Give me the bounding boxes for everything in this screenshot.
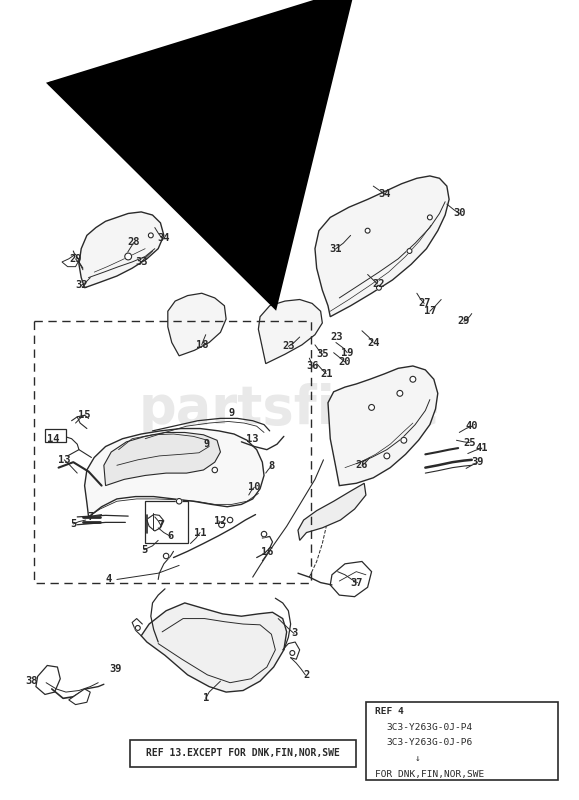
Text: 10: 10 bbox=[248, 482, 261, 492]
Text: 16: 16 bbox=[261, 547, 273, 557]
Circle shape bbox=[290, 650, 295, 655]
Text: 19: 19 bbox=[341, 348, 354, 358]
Polygon shape bbox=[79, 212, 164, 288]
Circle shape bbox=[401, 438, 407, 443]
Text: 41: 41 bbox=[476, 443, 488, 453]
Text: 13: 13 bbox=[58, 455, 71, 465]
Circle shape bbox=[177, 498, 182, 504]
Text: 34: 34 bbox=[378, 189, 391, 199]
Text: 34: 34 bbox=[157, 234, 170, 243]
Circle shape bbox=[219, 522, 225, 528]
Text: 22: 22 bbox=[373, 279, 385, 289]
Polygon shape bbox=[69, 689, 90, 705]
Circle shape bbox=[163, 554, 169, 558]
Text: 37: 37 bbox=[350, 578, 362, 587]
Text: 33: 33 bbox=[135, 257, 148, 267]
Polygon shape bbox=[85, 429, 264, 517]
Circle shape bbox=[135, 626, 140, 630]
Text: 28: 28 bbox=[127, 238, 140, 247]
Text: 12: 12 bbox=[214, 516, 227, 526]
Text: 11: 11 bbox=[194, 527, 206, 538]
Circle shape bbox=[376, 286, 382, 290]
Bar bbox=[145, 502, 188, 543]
Circle shape bbox=[261, 531, 267, 537]
Bar bbox=[366, 702, 558, 781]
Text: 17: 17 bbox=[424, 306, 436, 316]
Text: 5: 5 bbox=[70, 519, 76, 529]
Circle shape bbox=[228, 518, 233, 522]
Text: 39: 39 bbox=[471, 457, 483, 467]
Polygon shape bbox=[298, 483, 366, 540]
Text: REF 13.EXCEPT FOR DNK,FIN,NOR,SWE: REF 13.EXCEPT FOR DNK,FIN,NOR,SWE bbox=[146, 749, 340, 758]
Circle shape bbox=[365, 228, 370, 233]
Text: 13: 13 bbox=[247, 434, 259, 444]
Text: 9: 9 bbox=[203, 439, 210, 449]
Text: 30: 30 bbox=[453, 209, 466, 218]
Text: 27: 27 bbox=[418, 298, 430, 309]
Circle shape bbox=[124, 253, 131, 260]
Polygon shape bbox=[258, 299, 323, 364]
Text: 9: 9 bbox=[229, 408, 235, 418]
Text: 29: 29 bbox=[457, 316, 470, 326]
Text: 1: 1 bbox=[203, 694, 209, 703]
Polygon shape bbox=[141, 603, 287, 692]
Text: 20: 20 bbox=[339, 357, 351, 367]
Circle shape bbox=[148, 233, 153, 238]
Text: 14: 14 bbox=[47, 434, 60, 444]
Circle shape bbox=[212, 467, 218, 473]
Text: 23: 23 bbox=[282, 342, 295, 351]
Text: 29: 29 bbox=[69, 254, 82, 264]
Text: 2: 2 bbox=[303, 670, 310, 680]
Polygon shape bbox=[62, 254, 79, 266]
Text: 21: 21 bbox=[320, 369, 332, 378]
Text: 26: 26 bbox=[356, 460, 368, 470]
Circle shape bbox=[407, 249, 412, 254]
Polygon shape bbox=[328, 366, 438, 486]
Polygon shape bbox=[36, 666, 60, 694]
Text: 23: 23 bbox=[330, 332, 343, 342]
Text: 31: 31 bbox=[329, 244, 342, 254]
Text: 40: 40 bbox=[466, 421, 478, 431]
Text: 39: 39 bbox=[109, 665, 122, 674]
Circle shape bbox=[384, 453, 390, 459]
Text: 7: 7 bbox=[87, 512, 93, 522]
Text: 7: 7 bbox=[157, 520, 164, 530]
Bar bbox=[45, 429, 67, 442]
Text: 4: 4 bbox=[105, 574, 112, 585]
Text: REF 4: REF 4 bbox=[375, 707, 404, 716]
Text: 15: 15 bbox=[78, 410, 91, 420]
Text: 5: 5 bbox=[141, 545, 147, 554]
Bar bbox=[130, 740, 356, 767]
Polygon shape bbox=[168, 294, 226, 356]
Polygon shape bbox=[315, 176, 449, 317]
Text: 24: 24 bbox=[367, 338, 379, 347]
Text: 36: 36 bbox=[306, 361, 318, 371]
Text: 3: 3 bbox=[291, 629, 297, 638]
Circle shape bbox=[397, 390, 403, 396]
Polygon shape bbox=[104, 433, 221, 486]
Text: 6: 6 bbox=[167, 531, 174, 542]
Text: 3C3-Y263G-0J-P4: 3C3-Y263G-0J-P4 bbox=[387, 722, 473, 732]
Circle shape bbox=[410, 376, 416, 382]
Bar bbox=[34, 322, 311, 582]
Text: 8: 8 bbox=[268, 461, 274, 471]
Circle shape bbox=[427, 215, 433, 220]
Text: 32: 32 bbox=[75, 281, 87, 290]
Text: 38: 38 bbox=[25, 676, 38, 686]
Text: 3C3-Y263G-0J-P6: 3C3-Y263G-0J-P6 bbox=[387, 738, 473, 747]
Text: partsfiche: partsfiche bbox=[139, 383, 440, 435]
Text: FOR DNK,FIN,NOR,SWE: FOR DNK,FIN,NOR,SWE bbox=[375, 770, 485, 778]
Circle shape bbox=[369, 405, 375, 410]
Text: 18: 18 bbox=[196, 340, 208, 350]
Polygon shape bbox=[330, 562, 372, 597]
Text: ↓: ↓ bbox=[415, 754, 421, 763]
Text: 35: 35 bbox=[316, 350, 328, 359]
Text: 25: 25 bbox=[463, 438, 476, 448]
